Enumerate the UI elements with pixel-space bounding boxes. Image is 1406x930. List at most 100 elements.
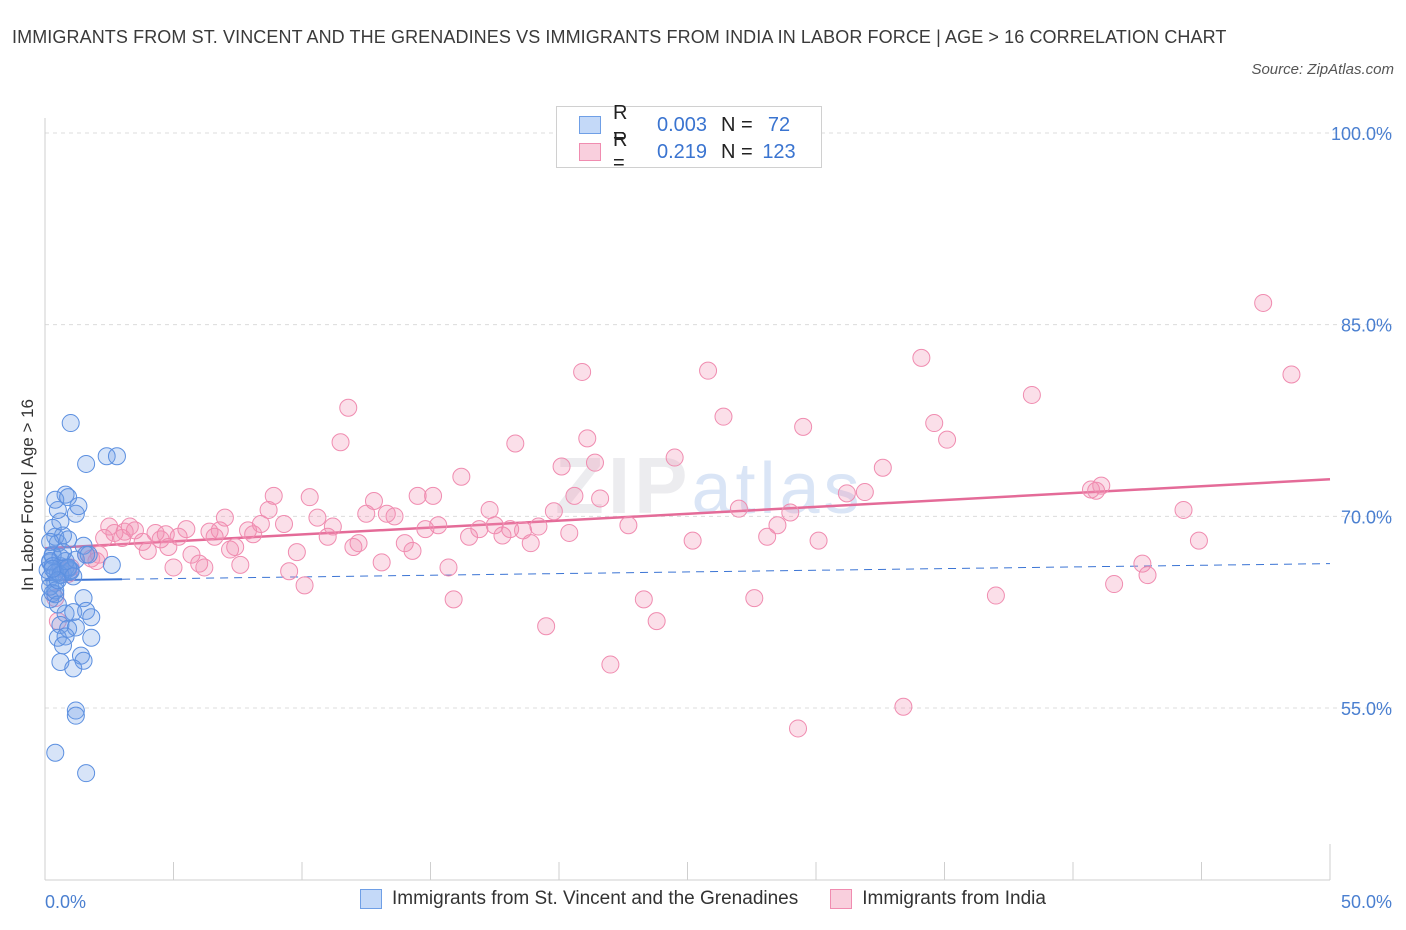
india-point <box>244 525 263 544</box>
st-vincent-point <box>82 628 101 647</box>
india-point <box>894 697 913 716</box>
india-point <box>578 429 597 448</box>
st-vincent-point <box>59 558 78 577</box>
legend-n-label: N = <box>721 140 753 163</box>
india-point <box>151 530 170 549</box>
st-vincent-point <box>48 571 67 590</box>
legend-r-value: 0.003 <box>656 113 708 136</box>
india-point <box>529 517 548 536</box>
india-point <box>591 489 610 508</box>
st-vincent-point <box>43 559 62 578</box>
legend-row-st-vincent: R = 0.003 N = 72 <box>579 102 801 147</box>
india-point <box>138 541 157 560</box>
y-axis-label: In Labor Force | Age > 16 <box>18 399 37 591</box>
st-vincent-point <box>64 603 83 622</box>
india-point <box>221 540 240 559</box>
india-point <box>781 503 800 522</box>
india-point <box>809 531 828 550</box>
india-point <box>177 520 196 539</box>
tick-labels: 55.0% 70.0% 85.0% 100.0% 0.0% 50.0% <box>45 124 1392 912</box>
india-point <box>1087 481 1106 500</box>
india-point <box>372 553 391 572</box>
india-point <box>986 586 1005 605</box>
watermark-atlas: atlas <box>691 449 864 529</box>
india-point <box>339 398 358 417</box>
india-point <box>745 589 764 608</box>
india-point <box>156 525 175 544</box>
india-point <box>912 348 931 367</box>
source-label: Source: ZipAtlas.com <box>1251 61 1394 78</box>
st-vincent-point <box>59 488 78 507</box>
india-point <box>251 515 270 533</box>
india-point <box>560 523 579 542</box>
india-point <box>619 516 638 535</box>
india-point <box>133 532 152 551</box>
india-point <box>164 558 183 577</box>
india-point <box>323 517 342 536</box>
st-vincent-point <box>61 414 80 433</box>
st-vincent-point <box>102 555 121 574</box>
india-point <box>95 529 114 548</box>
series-legend: Immigrants from St. Vincent and the Gren… <box>360 888 1078 910</box>
st-vincent-point <box>66 701 85 720</box>
india-point <box>565 486 584 505</box>
india-point <box>264 486 283 505</box>
legend-n-value: 72 <box>767 113 791 136</box>
india-point <box>89 545 108 564</box>
india-point <box>699 361 718 380</box>
st-vincent-point <box>56 485 75 504</box>
india-point <box>480 500 499 519</box>
india-point <box>585 453 604 472</box>
india-point <box>1174 500 1193 519</box>
india-point <box>1133 554 1152 573</box>
legend-r-label: R = <box>613 129 628 174</box>
india-point <box>385 507 404 526</box>
india-point <box>925 414 944 433</box>
axes <box>44 118 1331 881</box>
india-point <box>714 407 733 426</box>
legend-swatch-india <box>579 143 601 161</box>
series-legend-item-st-vincent: Immigrants from St. Vincent and the Gren… <box>360 888 798 910</box>
india-point <box>403 541 422 560</box>
st-vincent-point <box>77 764 96 783</box>
india-point <box>113 529 132 548</box>
x-tick-label: 50.0% <box>1341 892 1392 912</box>
india-point <box>318 527 337 546</box>
y-tick-label: 100.0% <box>1331 124 1392 144</box>
india-point <box>295 576 314 595</box>
st-vincent-points <box>38 414 126 783</box>
india-point <box>1282 365 1301 384</box>
india-point <box>1189 531 1208 550</box>
india-point <box>837 484 856 503</box>
st-vincent-point <box>51 512 70 531</box>
st-vincent-point <box>64 659 83 678</box>
india-point <box>460 527 479 546</box>
st-vincent-point <box>79 545 98 564</box>
stats-legend: R = 0.003 N = 72 R = 0.219 N = 123 <box>556 102 822 174</box>
india-point <box>444 590 463 609</box>
series-swatch-india <box>830 889 853 909</box>
st-vincent-point <box>46 743 65 762</box>
india-point <box>634 590 653 609</box>
india-point <box>493 526 512 545</box>
india-point <box>408 486 427 505</box>
india-point <box>794 417 813 436</box>
legend-n-value: 123 <box>762 140 796 163</box>
india-trend-line <box>44 478 1331 550</box>
india-point <box>506 434 525 453</box>
india-point <box>300 488 319 507</box>
india-point <box>331 433 350 452</box>
y-tick-label: 70.0% <box>1341 507 1392 527</box>
series-swatch-st-vincent <box>360 889 382 909</box>
india-point <box>1092 476 1111 495</box>
legend-swatch-st-vincent <box>579 116 601 134</box>
india-point <box>424 486 443 505</box>
india-point <box>873 458 892 477</box>
india-point <box>789 719 808 738</box>
india-point <box>485 516 504 535</box>
st-vincent-point <box>53 636 72 655</box>
india-point <box>439 558 458 577</box>
st-vincent-point <box>48 500 67 519</box>
india-point <box>938 430 957 449</box>
